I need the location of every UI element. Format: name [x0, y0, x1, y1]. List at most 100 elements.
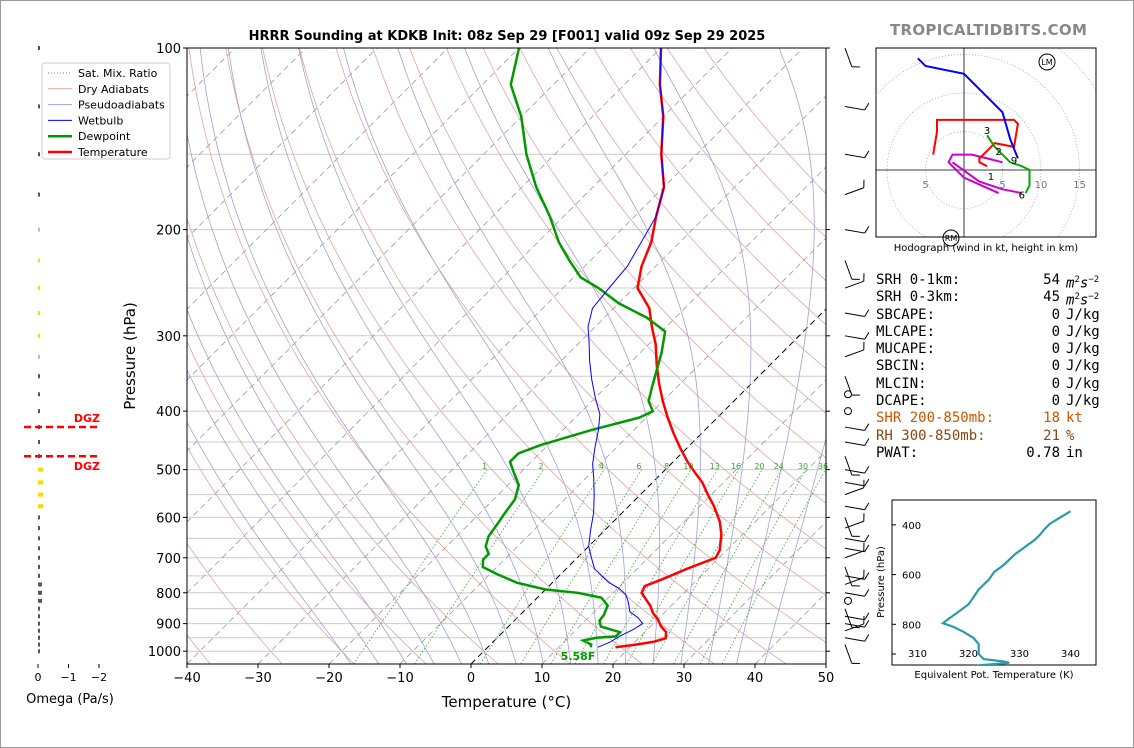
stat-value: 0.78 — [1026, 444, 1060, 461]
hodo-tick-label: 15 — [1073, 180, 1086, 191]
stat-unit: kt — [1066, 410, 1083, 427]
stat-row: DCAPE: 0 J/kg — [876, 393, 1100, 410]
watermark: TROPICALTIDBITS.COM — [890, 21, 1088, 39]
mixing-ratio-line — [626, 469, 740, 664]
wind-barb — [844, 153, 865, 159]
mixing-ratio-label: 2 — [538, 462, 543, 471]
omega-bar — [38, 614, 40, 619]
omega-bar — [38, 606, 40, 611]
wetbulb-profile — [587, 48, 665, 648]
x-tick-label: 0 — [467, 671, 475, 686]
wind-barb-flag — [864, 225, 870, 234]
pseudoadiabat — [260, 48, 544, 664]
mixing-ratio-line — [550, 469, 670, 664]
temperature-profile — [615, 48, 723, 649]
stat-unit: J/kg — [1066, 306, 1100, 323]
mixing-ratio-label: 1 — [482, 462, 487, 471]
isotherm — [187, 48, 733, 594]
isotherm — [187, 48, 520, 381]
y-tick-label: 1000 — [148, 645, 181, 660]
y-tick-label: 700 — [156, 552, 181, 567]
y-tick-label: 800 — [156, 587, 181, 602]
wind-barb — [844, 349, 864, 358]
theta-frame — [891, 499, 1097, 666]
hodo-inner — [876, 48, 1096, 237]
omega-bar — [38, 46, 40, 50]
stat-value: 0 — [1051, 358, 1060, 375]
isotherm — [541, 379, 826, 664]
omega-bar — [38, 590, 42, 595]
omega-bar — [38, 467, 43, 472]
hodo-frame — [875, 47, 1097, 238]
omega-bar — [38, 492, 43, 497]
omega-plot: 0 −1 −2 Omega (Pa/s) DGZ DGZ — [24, 46, 114, 707]
mixing-ratio-label: 10 — [683, 462, 693, 471]
wind-barb — [844, 187, 864, 196]
hodo-height-marker: 2 — [995, 147, 1001, 158]
pseudoadiabat — [187, 131, 462, 664]
dry-adiabat — [556, 48, 826, 370]
isotherm — [187, 48, 591, 452]
omega-bar — [38, 628, 40, 633]
wind-barb — [844, 441, 865, 446]
wind-barb — [844, 456, 853, 476]
y-tick-label: 500 — [156, 464, 181, 479]
stat-unit: in — [1066, 444, 1083, 461]
x-tick-label: −40 — [173, 671, 200, 686]
omega-bar — [38, 409, 40, 414]
stat-row: MUCAPE: 0 J/kg — [876, 341, 1100, 358]
x-tick-label: 50 — [818, 671, 835, 686]
legend-label: Sat. Mix. Ratio — [78, 67, 158, 80]
dry-adiabat — [298, 48, 787, 664]
wind-barb — [844, 623, 864, 632]
legend-label: Wetbulb — [78, 114, 123, 127]
storm-motion-circle — [942, 229, 960, 247]
stat-value: 0 — [1051, 375, 1060, 392]
wind-barb-flag — [864, 534, 870, 543]
omega-bar — [38, 480, 43, 485]
calm-wind-circle — [844, 407, 852, 416]
hodo-tick-label: 5 — [999, 180, 1005, 191]
omega-bar — [38, 546, 40, 551]
stat-row: MLCAPE: 0 J/kg — [876, 324, 1100, 341]
mixing-ratio-line — [414, 469, 544, 664]
mixing-ratio-line — [479, 469, 605, 664]
mixing-ratio-label: 16 — [731, 462, 741, 471]
mixing-ratio-line — [574, 469, 692, 664]
mixing-ratio-label: 20 — [754, 462, 764, 471]
isotherm — [328, 166, 826, 664]
stat-value: 21 — [1043, 427, 1060, 444]
theta-y-tick-label: 600 — [902, 571, 921, 582]
wind-barb — [844, 577, 864, 585]
stats-panel: SRH 0-1km: 54 m2s−2 SRH 0-3km: 45 m2s−2 SBCAPE… — [876, 272, 1100, 462]
wind-barb — [844, 547, 865, 553]
omega-bar — [38, 374, 40, 379]
omega-bar — [38, 573, 40, 578]
wind-barb-flag — [864, 634, 870, 642]
wind-barb-flag — [864, 466, 870, 474]
omega-bar — [38, 286, 40, 291]
stat-unit: J/kg — [1066, 375, 1100, 392]
stat-value: 0 — [1051, 306, 1060, 323]
stat-unit: J/kg — [1066, 358, 1100, 375]
wind-barb — [844, 469, 865, 474]
theta-e-plot: 310 320 330 340 400 600 800 Equivalent Pot. Tem… — [876, 499, 1097, 681]
dry-adiabat — [335, 48, 826, 644]
y-tick-label: 300 — [156, 330, 181, 345]
omega-bar — [38, 152, 40, 157]
theta-x-tick-label: 340 — [1061, 649, 1080, 660]
calm-wind-circle — [844, 390, 852, 399]
omega-bar — [38, 311, 40, 316]
omega-bar — [38, 333, 40, 338]
stat-value: 54 — [1043, 272, 1060, 288]
theta-y-tick-label: 800 — [902, 620, 921, 631]
omega-bar — [38, 649, 40, 654]
wind-barb — [844, 505, 865, 511]
isotherm — [187, 48, 378, 239]
hodo-tick-label: 10 — [1035, 180, 1048, 191]
theta-x-tick-label: 310 — [908, 649, 927, 660]
stat-label: SBCIN: — [876, 358, 927, 375]
stat-row: SRH 0-1km: 54 m2s−2 — [876, 272, 1099, 292]
